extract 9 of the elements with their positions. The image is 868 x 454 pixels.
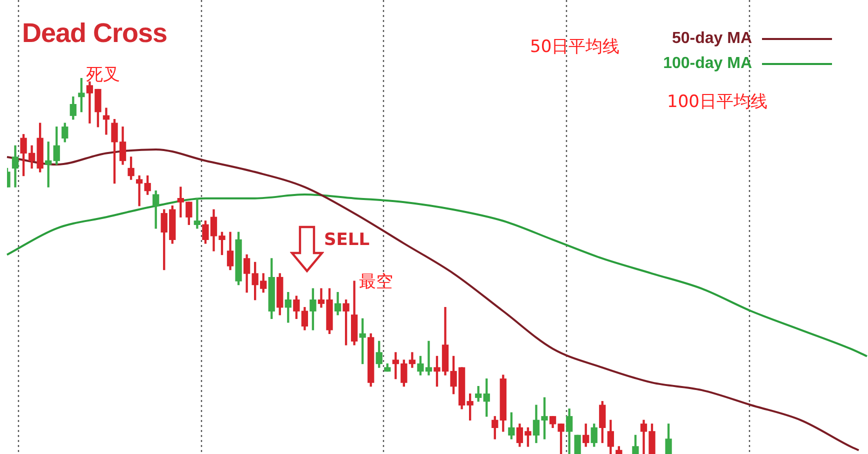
annotation: 100日平均线 (667, 91, 768, 113)
candlestick (194, 198, 201, 229)
legend-label: 50-day MA (672, 30, 752, 48)
chart-title: Dead Cross (22, 18, 168, 49)
annotation: 死叉 (86, 64, 120, 86)
annotation: 最空 (359, 271, 393, 293)
text: 50日平均线 (530, 36, 620, 58)
legend-label: 100-day MA (663, 55, 752, 73)
annotation: SELL (324, 230, 370, 250)
